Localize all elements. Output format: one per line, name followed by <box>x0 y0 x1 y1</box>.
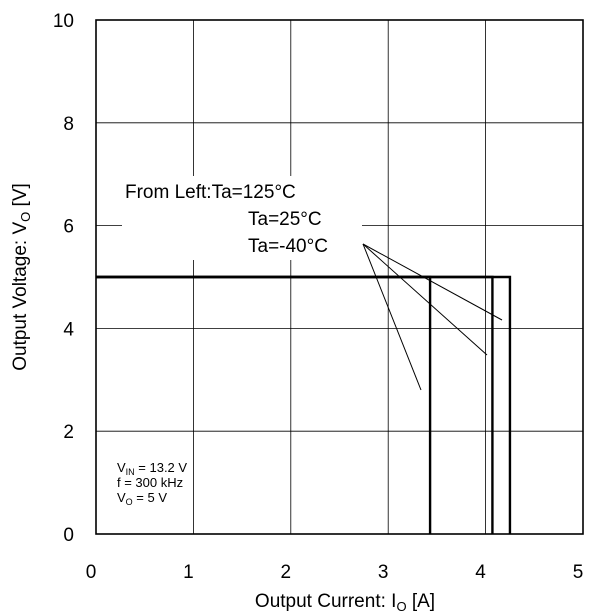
series-group <box>96 275 512 534</box>
x-axis-title: Output Current: IO [A] <box>255 591 435 614</box>
annotation-backdrop <box>122 176 362 260</box>
x-tick-label-5: 5 <box>573 562 584 583</box>
y-tick-label-1: 2 <box>63 422 74 443</box>
x-tick-label-3: 3 <box>378 562 389 583</box>
y-tick-label-4: 8 <box>63 114 74 135</box>
x-tick-label-1: 1 <box>183 562 194 583</box>
leader-line-minus40 <box>362 243 503 321</box>
condition-vin: VIN = 13.2 V <box>117 460 187 477</box>
x-tick-labels: 0 1 2 3 4 5 <box>86 562 584 583</box>
y-tick-label-0: 0 <box>63 525 74 546</box>
y-tick-label-3: 6 <box>63 217 74 238</box>
condition-vo: VO = 5 V <box>117 490 167 507</box>
annotation-leaders <box>362 243 503 391</box>
y-tick-label-2: 4 <box>63 319 74 340</box>
condition-freq: f = 300 kHz <box>117 475 183 490</box>
annotation-ta-40: Ta=-40°C <box>248 236 328 257</box>
x-tick-label-4: 4 <box>475 562 486 583</box>
x-tick-label-2: 2 <box>281 562 292 583</box>
x-tick-label-0: 0 <box>86 562 97 583</box>
y-tick-label-5: 10 <box>53 11 74 32</box>
leader-line-25 <box>362 243 488 356</box>
leader-line-125 <box>362 243 422 391</box>
annotation-from-left: From Left:Ta=125°C <box>125 182 296 203</box>
y-tick-labels: 0 2 4 6 8 10 <box>53 11 75 546</box>
series-line-2 <box>96 275 512 534</box>
y-axis-title: Output Voltage: VO [V] <box>10 183 33 371</box>
annotation-ta25: Ta=25°C <box>248 209 322 230</box>
